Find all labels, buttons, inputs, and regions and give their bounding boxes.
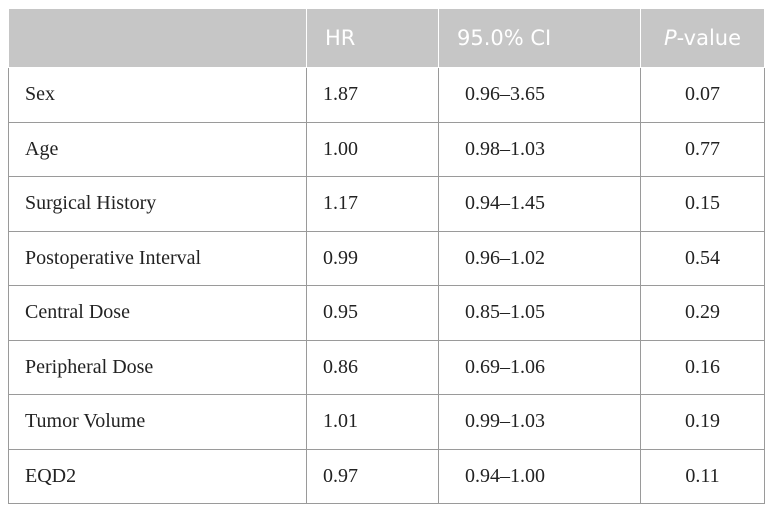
ci-cell: 0.69–1.06 — [438, 339, 641, 395]
p-value-cell: 0.16 — [640, 339, 765, 395]
variable-cell: EQD2 — [8, 448, 307, 504]
hr-cell: 0.86 — [306, 339, 439, 395]
table-row: Postoperative Interval 0.99 0.96–1.02 0.54 — [8, 230, 765, 286]
p-value-cell: 0.29 — [640, 285, 765, 341]
header-p-italic: P — [663, 26, 677, 50]
ci-cell: 0.94–1.45 — [438, 176, 641, 232]
header-variable — [8, 8, 307, 68]
p-value-cell: 0.54 — [640, 230, 765, 286]
ci-cell: 0.99–1.03 — [438, 394, 641, 450]
hr-cell: 1.00 — [306, 121, 439, 177]
variable-cell: Age — [8, 121, 307, 177]
variable-cell: Peripheral Dose — [8, 339, 307, 395]
variable-cell: Central Dose — [8, 285, 307, 341]
hr-cell: 1.87 — [306, 67, 439, 123]
hr-cell: 1.01 — [306, 394, 439, 450]
variable-cell: Postoperative Interval — [8, 230, 307, 286]
hr-cell: 0.99 — [306, 230, 439, 286]
hr-cell: 0.95 — [306, 285, 439, 341]
hazard-ratio-table: HR 95.0% CI P-value Sex 1.87 0.96–3.65 0.07… — [8, 8, 765, 504]
p-value-cell: 0.19 — [640, 394, 765, 450]
header-p-rest: -value — [676, 26, 742, 50]
header-row: HR 95.0% CI P-value — [8, 8, 765, 68]
p-value-cell: 0.07 — [640, 67, 765, 123]
ci-cell: 0.85–1.05 — [438, 285, 641, 341]
table-row: Tumor Volume 1.01 0.99–1.03 0.19 — [8, 394, 765, 450]
table-row: Central Dose 0.95 0.85–1.05 0.29 — [8, 285, 765, 341]
p-value-cell: 0.11 — [640, 448, 765, 504]
ci-cell: 0.98–1.03 — [438, 121, 641, 177]
header-hr: HR — [306, 8, 439, 68]
header-ci: 95.0% CI — [438, 8, 641, 68]
p-value-cell: 0.15 — [640, 176, 765, 232]
p-value-cell: 0.77 — [640, 121, 765, 177]
variable-cell: Surgical History — [8, 176, 307, 232]
header-p-value: P-value — [640, 8, 765, 68]
table-body: Sex 1.87 0.96–3.65 0.07 Age 1.00 0.98–1.03 0.77… — [8, 67, 765, 504]
ci-cell: 0.96–3.65 — [438, 67, 641, 123]
variable-cell: Tumor Volume — [8, 394, 307, 450]
table-header: HR 95.0% CI P-value — [8, 8, 765, 68]
table-row: Peripheral Dose 0.86 0.69–1.06 0.16 — [8, 339, 765, 395]
ci-cell: 0.94–1.00 — [438, 448, 641, 504]
ci-cell: 0.96–1.02 — [438, 230, 641, 286]
table-row: Surgical History 1.17 0.94–1.45 0.15 — [8, 176, 765, 232]
variable-cell: Sex — [8, 67, 307, 123]
table-container: HR 95.0% CI P-value Sex 1.87 0.96–3.65 0.07… — [8, 8, 765, 504]
table-row: Sex 1.87 0.96–3.65 0.07 — [8, 67, 765, 123]
hr-cell: 1.17 — [306, 176, 439, 232]
hr-cell: 0.97 — [306, 448, 439, 504]
table-row: EQD2 0.97 0.94–1.00 0.11 — [8, 448, 765, 504]
table-row: Age 1.00 0.98–1.03 0.77 — [8, 121, 765, 177]
